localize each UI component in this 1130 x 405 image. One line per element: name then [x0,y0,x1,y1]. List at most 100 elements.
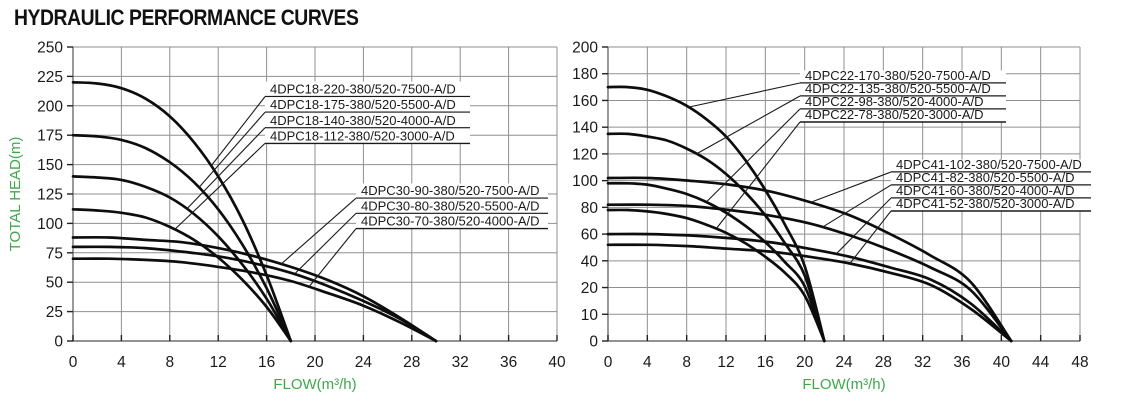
pump-curve [606,203,1013,343]
x-tick-label: 48 [1071,354,1088,371]
y-tick-label: 125 [37,187,63,204]
y-tick-label: 60 [581,227,599,244]
legend-group: 4DPC30-90-380/520-7500-A/D4DPC30-80-380/… [280,183,548,288]
legend-label: 4DPC22-170-380/520-7500-A/D [805,68,991,83]
legend-label: 4DPC22-135-380/520-5500-A/D [805,81,991,96]
pump-curve [71,245,438,343]
left-chart: 0 4 8 12 16 20 24 28 32 36 40 0 25 50 75 100 125 150 175 20… [7,40,566,394]
legend-label: 4DPC41-52-380/520-3000-A/D [896,196,1075,211]
x-tick-label: 4 [643,354,652,371]
leader-line [705,108,801,203]
legend-row-bg [800,70,1006,83]
y-tick-label: 200 [37,98,63,115]
legend-row-bg [800,83,1006,96]
legend-label: 4DPC18-112-380/520-3000-A/D [270,128,455,143]
y-tick-label: 10 [581,307,599,324]
leader-line [308,228,357,288]
legend-label: 4DPC30-70-380/520-4000-A/D [361,214,540,229]
legend-row-bg [265,97,470,113]
pump-curve [71,257,438,343]
x-tick-label: 8 [682,354,691,371]
pump-curve [606,85,826,343]
y-tick-label: 150 [37,157,63,174]
legend-label: 4DPC22-78-380/520-3000-A/D [805,107,984,122]
leader-line [198,111,266,189]
x-tick-label: 36 [500,354,517,371]
x-tick-label: 40 [548,354,566,371]
legend-label: 4DPC18-140-380/520-4000-A/D [270,113,456,128]
y-tick-label: 50 [46,275,64,292]
y-tick-label: 140 [572,120,598,137]
leader-line [688,82,801,108]
x-tick-label: 40 [993,354,1011,371]
x-tick-label: 28 [403,354,420,371]
legend-row-bg [356,198,548,214]
x-axis-label: FLOW(m³/h) [802,376,885,393]
x-tick-label: 8 [165,354,174,371]
leader-line [822,184,892,228]
x-tick-label: 32 [452,354,469,371]
legend-row-bg [356,213,548,229]
leader-line [849,210,892,264]
legend-row-bg [265,112,470,128]
legend-label: 4DPC30-90-380/520-7500-A/D [361,183,540,198]
y-tick-label: 25 [46,304,63,321]
leader-line [280,197,357,265]
legend-label: 4DPC22-98-380/520-4000-A/D [805,94,984,109]
y-tick-label: 0 [54,334,63,351]
leader-line [715,121,801,230]
y-tick-label: 0 [589,334,598,351]
x-tick-label: 24 [355,354,373,371]
legend-row-bg [265,128,470,144]
legend-label: 4DPC41-60-380/520-4000-A/D [896,183,1075,198]
legend-group: 4DPC22-170-380/520-7500-A/D4DPC22-135-38… [688,68,1006,230]
y-tick-label: 100 [37,216,63,233]
pump-curve [606,208,826,343]
leader-line [294,213,357,275]
legend-row-bg [800,109,1006,122]
leader-line [210,96,266,167]
y-tick-label: 160 [572,93,598,110]
leader-line [186,127,266,210]
x-tick-label: 32 [914,354,931,371]
legend-group: 4DPC41-102-380/520-7500-A/D4DPC41-82-380… [810,157,1091,264]
x-tick-label: 44 [1032,354,1050,371]
x-tick-label: 12 [717,354,734,371]
x-tick-label: 20 [796,354,814,371]
pump-curve [71,175,293,343]
x-tick-label: 12 [210,354,227,371]
pump-curve [606,132,826,343]
x-tick-label: 16 [757,354,774,371]
pump-curve [71,80,293,343]
x-tick-label: 28 [875,354,892,371]
legend-row-bg [891,159,1091,172]
legend-row-bg [891,185,1091,198]
pump-curve [71,133,293,343]
pump-curve [71,207,293,343]
legend-row-bg [800,96,1006,109]
legend-label: 4DPC18-220-380/520-7500-A/D [270,82,456,97]
pump-curve [606,176,1013,343]
y-tick-label: 80 [581,200,599,217]
x-tick-label: 0 [69,354,78,371]
y-tick-label: 250 [37,40,63,57]
page-title: HYDRAULIC PERFORMANCE CURVES [14,5,359,30]
pump-curve [606,232,1013,343]
x-tick-label: 0 [604,354,613,371]
legend-row-bg [891,198,1091,211]
y-tick-label: 180 [572,66,598,83]
x-axis-label: FLOW(m³/h) [273,376,356,393]
legend-label: 4DPC41-102-380/520-7500-A/D [896,157,1082,172]
legend-label: 4DPC30-80-380/520-5500-A/D [361,198,540,213]
x-tick-label: 24 [835,354,853,371]
pump-curve [71,235,438,343]
x-tick-label: 16 [258,354,275,371]
legend-label: 4DPC18-175-380/520-5500-A/D [270,97,456,112]
legend-label: 4DPC41-82-380/520-5500-A/D [896,170,1075,185]
legend-row-bg [356,183,548,199]
pump-curve [606,243,1013,343]
x-tick-label: 36 [953,354,970,371]
leader-line [696,95,801,155]
